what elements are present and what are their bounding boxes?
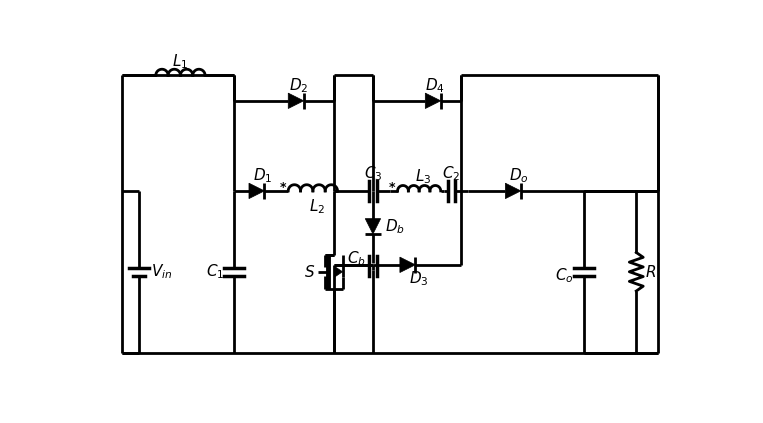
Polygon shape	[400, 257, 415, 272]
Text: $L_3$: $L_3$	[415, 168, 431, 187]
Text: $V_{in}$: $V_{in}$	[151, 262, 172, 281]
Polygon shape	[288, 93, 304, 109]
Text: $C_1$: $C_1$	[206, 262, 224, 281]
Text: $C_b$: $C_b$	[346, 249, 365, 268]
Polygon shape	[425, 93, 441, 109]
Text: $L_2$: $L_2$	[309, 197, 325, 216]
Text: $S$: $S$	[304, 264, 315, 280]
Text: $C_o$: $C_o$	[555, 266, 574, 285]
Text: *: *	[389, 181, 395, 194]
Text: $C_3$: $C_3$	[364, 165, 382, 183]
Text: $R$: $R$	[645, 264, 655, 280]
Text: $D_4$: $D_4$	[426, 76, 446, 95]
Polygon shape	[334, 266, 343, 277]
Polygon shape	[365, 219, 381, 234]
Polygon shape	[505, 183, 521, 199]
Text: $D_3$: $D_3$	[408, 269, 428, 288]
Text: $C_2$: $C_2$	[443, 165, 461, 183]
Text: *: *	[279, 181, 286, 194]
Polygon shape	[249, 183, 264, 199]
Text: $D_1$: $D_1$	[253, 166, 272, 185]
Text: $D_2$: $D_2$	[288, 76, 308, 95]
Text: $L_1$: $L_1$	[172, 52, 188, 71]
Text: $D_b$: $D_b$	[385, 217, 404, 236]
Text: $D_o$: $D_o$	[510, 166, 529, 185]
